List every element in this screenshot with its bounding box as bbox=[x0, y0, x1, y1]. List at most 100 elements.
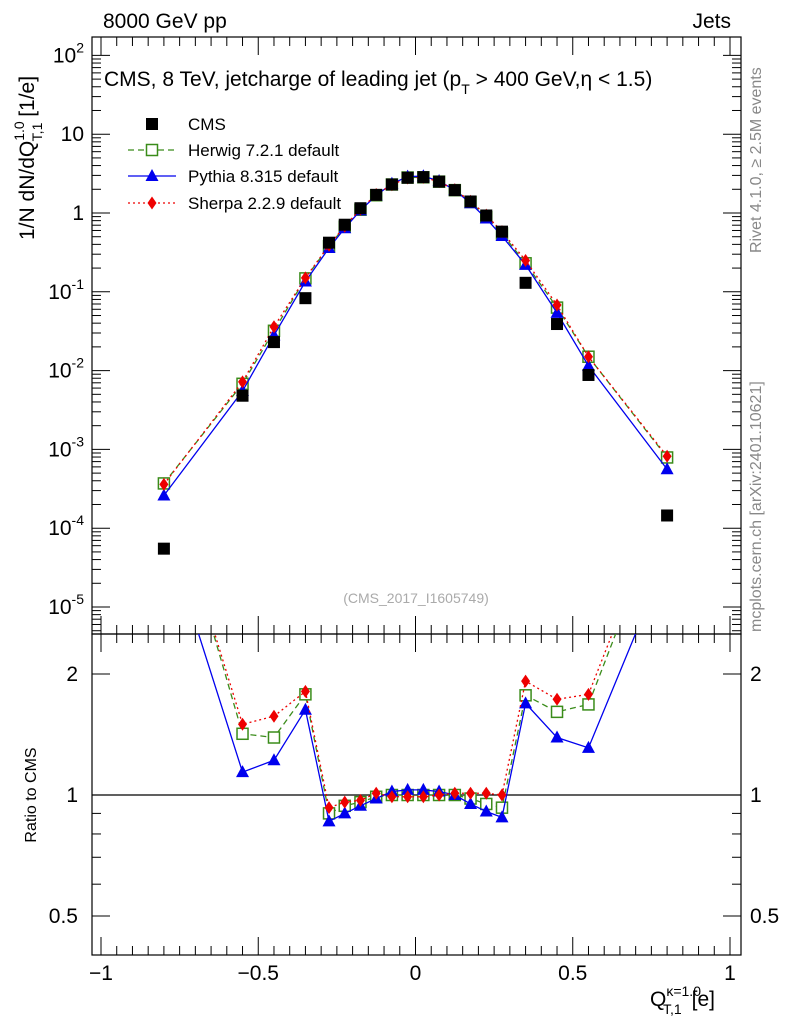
pythia-ratio-point bbox=[267, 753, 281, 766]
pythia-ratio-point bbox=[416, 782, 430, 795]
cms-point bbox=[370, 188, 383, 201]
x-tick-label: −1 bbox=[89, 962, 113, 985]
sherpa-ratio-point bbox=[300, 684, 310, 698]
pythia-ratio-point bbox=[495, 810, 509, 823]
herwig-ratio-line bbox=[212, 634, 617, 815]
legend-label-herwig: Herwig 7.2.1 default bbox=[188, 141, 339, 160]
cms-point bbox=[323, 236, 336, 249]
ratio-y-tick-label-left: 1 bbox=[66, 784, 78, 807]
sherpa-ratio-point bbox=[434, 788, 444, 802]
process-label: Jets bbox=[692, 10, 731, 33]
sherpa-point bbox=[521, 253, 531, 267]
main-y-tick-label: 10-1 bbox=[48, 276, 84, 304]
legend-label-sherpa: Sherpa 2.2.9 default bbox=[188, 194, 341, 213]
main-y-tick-label: 102 bbox=[53, 39, 84, 67]
ratio-y-tick-label-left: 2 bbox=[66, 663, 78, 686]
herwig-ratio-point bbox=[550, 705, 564, 719]
x-tick-label: 1 bbox=[724, 962, 736, 985]
sherpa-point bbox=[238, 375, 248, 389]
sherpa-ratio-point bbox=[418, 790, 428, 804]
sherpa-ratio-point bbox=[159, 462, 168, 475]
x-tick-label: 0.5 bbox=[558, 962, 587, 985]
sherpa-point bbox=[269, 320, 279, 334]
pythia-point bbox=[550, 305, 564, 318]
cms-point bbox=[448, 184, 461, 197]
herwig-ratio-point bbox=[267, 731, 281, 744]
pythia-ratio-point bbox=[236, 765, 250, 778]
cms-point bbox=[582, 368, 595, 381]
cms-point bbox=[551, 318, 564, 331]
sherpa-point bbox=[662, 449, 672, 463]
herwig-ratio-point bbox=[662, 495, 673, 506]
cms-point bbox=[236, 389, 249, 402]
pythia-ratio-point bbox=[322, 814, 336, 827]
pythia-ratio-point bbox=[661, 550, 674, 562]
ratio-y-axis-title: Ratio to CMS bbox=[23, 747, 40, 842]
pythia-ratio-point bbox=[401, 782, 415, 795]
x-tick-label: 0 bbox=[410, 962, 422, 985]
main-y-axis-title: 1/N dN/dQ1.0 T,1 [1/e] bbox=[11, 76, 45, 240]
mcplots-label: mcplots.cern.ch [arXiv:2401.10621] bbox=[748, 381, 765, 632]
sherpa-ratio-point bbox=[387, 790, 397, 804]
main-y-tick-label: 10-2 bbox=[48, 355, 84, 383]
analysis-watermark: (CMS_2017_I1605749) bbox=[343, 590, 489, 606]
pythia-ratio-point bbox=[338, 806, 352, 819]
sherpa-ratio-point bbox=[238, 717, 248, 731]
ratio-y-tick-label-right: 1 bbox=[750, 784, 762, 807]
cms-point bbox=[480, 209, 493, 222]
ratio-y-tick-label-right: 0.5 bbox=[750, 905, 779, 928]
cms-point bbox=[495, 225, 508, 238]
sherpa-point bbox=[583, 350, 593, 364]
cms-point bbox=[519, 276, 532, 289]
sherpa-point bbox=[300, 271, 310, 285]
pythia-ratio-point bbox=[479, 804, 493, 817]
sherpa-ratio-point bbox=[552, 692, 562, 706]
sherpa-ratio-point bbox=[450, 786, 460, 800]
cms-point bbox=[267, 336, 280, 349]
cms-point bbox=[401, 171, 414, 184]
ratio-y-tick-label-right: 2 bbox=[750, 663, 762, 686]
sherpa-point bbox=[159, 477, 169, 491]
cms-point bbox=[354, 202, 367, 215]
herwig-ratio-point bbox=[158, 457, 169, 468]
sherpa-ratio-point bbox=[355, 793, 365, 807]
main-y-tick-label: 10-4 bbox=[48, 512, 84, 540]
main-y-tick-label: 10 bbox=[61, 123, 84, 146]
sherpa-ratio-point bbox=[521, 674, 531, 688]
pythia-point bbox=[581, 358, 595, 371]
cms-point bbox=[385, 178, 398, 191]
main-y-tick-label: 10-5 bbox=[48, 591, 84, 619]
sherpa-ratio-point bbox=[466, 786, 476, 800]
cms-point bbox=[299, 292, 312, 305]
pythia-point bbox=[157, 488, 171, 501]
sherpa-line bbox=[163, 176, 668, 485]
pythia-ratio-point bbox=[464, 796, 478, 809]
energy-label: 8000 GeV pp bbox=[103, 10, 227, 33]
legend-label-pythia: Pythia 8.315 default bbox=[188, 167, 339, 186]
pythia-ratio-point bbox=[581, 740, 595, 753]
legend-label-cms: CMS bbox=[188, 115, 226, 134]
cms-point bbox=[464, 195, 477, 208]
pythia-ratio-point bbox=[519, 696, 533, 709]
sherpa-point bbox=[552, 298, 562, 312]
sherpa-ratio-point bbox=[340, 795, 350, 809]
legend-marker-pythia bbox=[145, 169, 159, 181]
rivet-version-label: Rivet 4.1.0, ≥ 2.5M events bbox=[748, 67, 765, 253]
sherpa-ratio-point bbox=[371, 786, 381, 800]
main-y-tick-label: 1 bbox=[72, 202, 84, 225]
cms-point bbox=[157, 542, 170, 555]
sherpa-ratio-point bbox=[403, 790, 413, 804]
x-tick-label: −0.5 bbox=[238, 962, 279, 985]
cms-point bbox=[417, 171, 430, 184]
sherpa-ratio-point bbox=[497, 788, 507, 802]
plot-title: CMS, 8 TeV, jetcharge of leading jet (pT… bbox=[104, 68, 652, 97]
pythia-point bbox=[660, 462, 674, 475]
pythia-ratio-line bbox=[197, 634, 637, 823]
cms-point bbox=[433, 175, 446, 188]
pythia-ratio-point bbox=[157, 518, 170, 530]
x-axis-title: Qκ=1.0 T,1 [e] bbox=[650, 983, 715, 1017]
pythia-ratio-point bbox=[550, 730, 564, 743]
sherpa-ratio-point bbox=[663, 488, 672, 501]
legend-marker-sherpa bbox=[147, 196, 157, 210]
